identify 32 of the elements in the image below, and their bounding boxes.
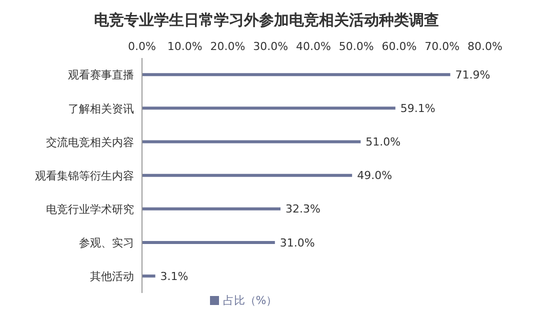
data-label: 3.1% — [160, 270, 188, 283]
data-label: 49.0% — [357, 169, 392, 182]
bar — [142, 207, 280, 210]
y-tick-label: 观看赛事直播 — [68, 68, 134, 82]
legend-label: 占比（%） — [222, 294, 278, 307]
y-tick-label: 观看集锦等衍生内容 — [35, 169, 134, 182]
x-tick-label: 20.0% — [210, 40, 246, 53]
bar — [142, 274, 156, 278]
y-tick-label: 参观、实习 — [79, 236, 134, 250]
bar — [142, 174, 352, 177]
x-tick-label: 50.0% — [338, 40, 374, 53]
y-tick-label: 其他活动 — [90, 270, 134, 284]
data-label: 71.9% — [455, 68, 490, 82]
x-tick-label: 30.0% — [253, 40, 288, 53]
data-label: 32.3% — [285, 202, 320, 216]
bar — [142, 106, 396, 110]
y-tick-label: 了解相关资讯 — [68, 102, 134, 116]
data-label: 51.0% — [366, 136, 401, 149]
x-tick-label: 10.0% — [167, 40, 202, 53]
x-tick-label: 70.0% — [424, 40, 460, 53]
x-tick-label: 60.0% — [382, 40, 417, 53]
x-tick-label: 0.0% — [128, 40, 156, 53]
bar — [142, 140, 361, 144]
y-tick-label: 交流电竞相关内容 — [46, 136, 134, 149]
data-label: 59.1% — [400, 102, 436, 116]
data-label: 31.0% — [280, 236, 315, 250]
bar — [142, 73, 450, 76]
x-tick-label: 40.0% — [296, 40, 331, 53]
x-tick-label: 80.0% — [468, 40, 502, 53]
y-tick-label: 电竞行业学术研究 — [46, 202, 134, 216]
chart-title: 电竞专业学生日常学习外参加电竞相关活动种类调查 — [93, 10, 440, 31]
bar — [142, 240, 275, 244]
